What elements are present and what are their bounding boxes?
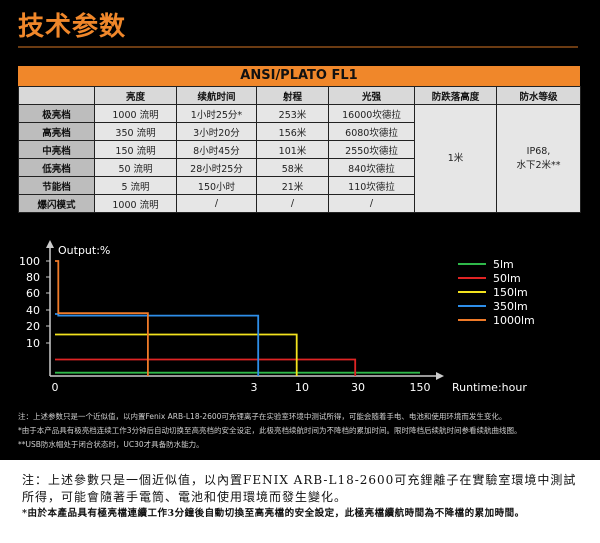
table-cell: / <box>256 194 329 213</box>
series-line-350lm <box>55 313 260 376</box>
table-cell: 150 流明 <box>94 140 177 159</box>
table-row: 高亮档 350 流明 3小时20分 156米 6080坎德拉 <box>18 122 581 141</box>
series-line-50lm <box>55 358 357 376</box>
table-cell: 50 流明 <box>94 158 177 177</box>
y-tick-label: 60 <box>26 287 40 300</box>
y-tick-label: 100 <box>19 255 40 268</box>
header-cell <box>18 86 95 105</box>
mode-cell: 高亮档 <box>18 122 95 141</box>
legend-label: 50lm <box>493 272 521 285</box>
series-line-1000lm <box>55 260 149 376</box>
series-group <box>55 260 420 376</box>
waterproof-line: IP68, <box>526 145 551 157</box>
header-cell: 防水等级 <box>496 86 581 105</box>
table-cell: 150小时 <box>176 176 257 195</box>
table-row: 爆闪模式 1000 流明 / / / <box>18 194 581 213</box>
series-line-150lm <box>55 333 298 376</box>
table-header-row: 亮度 续航时间 射程 光强 防跌落高度 防水等级 <box>18 86 581 105</box>
legend-label: 150lm <box>493 286 528 299</box>
table-cell: 5 流明 <box>94 176 177 195</box>
legend-label: 350lm <box>493 300 528 313</box>
mode-cell: 爆闪模式 <box>18 194 95 213</box>
y-tick-label: 80 <box>26 271 40 284</box>
x-tick-label: 3 <box>251 381 258 394</box>
header-cell: 续航时间 <box>176 86 257 105</box>
mode-cell: 节能档 <box>18 176 95 195</box>
spec-grid: 亮度 续航时间 射程 光强 防跌落高度 防水等级 极亮档 1000 流明 1小时… <box>18 86 581 213</box>
footnote: 注：上述参数只是一个近似值，以内置Fenix ARB-L18-2600可充锂离子… <box>18 412 507 421</box>
table-cell: 1000 流明 <box>94 194 177 213</box>
y-axis-arrow <box>46 240 54 248</box>
table-cell: 253米 <box>256 104 329 123</box>
x-axis-arrow <box>436 372 444 380</box>
x-tick-label: 30 <box>351 381 365 394</box>
table-cell: / <box>176 194 257 213</box>
table-row: 节能档 5 流明 150小时 21米 110坎德拉 <box>18 176 581 195</box>
disclaimer-note: *由於本產品具有極亮檔連續工作3分鐘後自動切換至高亮檔的安全設定，此極亮檔續航時… <box>22 508 525 519</box>
legend-label: 5lm <box>493 258 514 271</box>
table-cell: 101米 <box>256 140 329 159</box>
table-cell: 1小时25分* <box>176 104 257 123</box>
table-cell: 2550坎德拉 <box>328 140 415 159</box>
table-cell: 28小时25分 <box>176 158 257 177</box>
table-cell: 58米 <box>256 158 329 177</box>
table-cell: 110坎德拉 <box>328 176 415 195</box>
legend-label: 1000lm <box>493 314 535 327</box>
x-tick-label: 10 <box>295 381 309 394</box>
disclaimer-text: 注：上述參數只是一個近似值，以內置FENIX ARB-L18-2600可充鋰離子… <box>22 473 577 504</box>
y-tick-label: 20 <box>26 320 40 333</box>
mode-cell: 低亮档 <box>18 158 95 177</box>
y-tick-label: 40 <box>26 304 40 317</box>
runtime-chart: Output:% Runtime:hour 100 80 60 40 20 10 0 3 10… <box>19 240 535 394</box>
header-cell: 光强 <box>328 86 415 105</box>
table-title: ANSI/PLATO FL1 <box>18 66 580 86</box>
table-cell: 350 流明 <box>94 122 177 141</box>
x-tick-label: 150 <box>410 381 431 394</box>
x-axis-title: Runtime:hour <box>452 381 527 394</box>
table-cell: 1000 流明 <box>94 104 177 123</box>
header-cell: 防跌落高度 <box>414 86 497 105</box>
y-axis-title: Output:% <box>58 244 110 257</box>
y-tick-group: 100 80 60 40 20 10 <box>19 255 50 350</box>
footnote: **USB防水帽处于闭合状态时，UC30才具备防水能力。 <box>18 440 204 449</box>
table-cell: 840坎德拉 <box>328 158 415 177</box>
spec-table: ANSI/PLATO FL1 亮度 续航时间 射程 光强 防跌落高度 防水等级 … <box>18 66 581 213</box>
header-cell: 亮度 <box>94 86 177 105</box>
footnote: *由于本产品具有极亮档连续工作3分钟后自动切换至高亮档的安全设定，此极亮档续航时… <box>18 426 522 435</box>
table-row: 极亮档 1000 流明 1小时25分* 253米 16000坎德拉 1米 IP6… <box>18 104 581 213</box>
y-tick-label: 10 <box>26 337 40 350</box>
table-cell: 21米 <box>256 176 329 195</box>
table-cell: 156米 <box>256 122 329 141</box>
x-tick-label: 0 <box>52 381 59 394</box>
waterproof-line: 水下2米** <box>516 159 561 171</box>
header-cell: 射程 <box>256 86 329 105</box>
table-row: 低亮档 50 流明 28小时25分 58米 840坎德拉 <box>18 158 581 177</box>
mode-cell: 中亮档 <box>18 140 95 159</box>
mode-cell: 极亮档 <box>18 104 95 123</box>
table-cell: / <box>328 194 415 213</box>
waterproof-cell: IP68, 水下2米** <box>496 104 581 213</box>
table-cell: 16000坎德拉 <box>328 104 415 123</box>
table-cell: 6080坎德拉 <box>328 122 415 141</box>
page-title: 技术参数 <box>18 12 127 42</box>
table-cell: 8小时45分 <box>176 140 257 159</box>
x-tick-group: 0 3 10 30 150 <box>52 381 431 394</box>
table-cell: 3小时20分 <box>176 122 257 141</box>
impact-cell: 1米 <box>414 104 497 213</box>
title-divider <box>18 46 578 48</box>
